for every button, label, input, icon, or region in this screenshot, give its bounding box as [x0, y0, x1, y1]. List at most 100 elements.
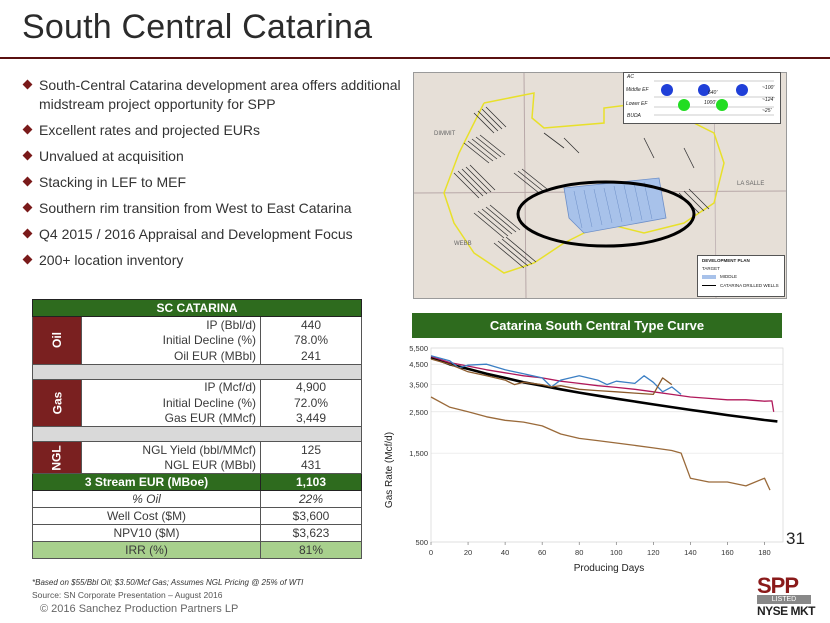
- x-tick-label: 100: [610, 548, 623, 557]
- type-curve-chart: 500 1,500 2,500 3,500 4,500 5,500 0 20 40 60 80 100…: [378, 340, 788, 581]
- economics-table: SC CATARINA Oil IP (Bbl/d) 440 Initial D…: [32, 299, 362, 559]
- bullet-item: Stacking in LEF to MEF: [22, 173, 414, 192]
- spp-logo: SPP LISTED NYSE MKT: [757, 573, 827, 621]
- blue-well-dot: [661, 84, 673, 96]
- inset-label-buda: BUDA: [627, 113, 641, 119]
- inset-label-middle-ef: Middle EF: [626, 87, 649, 93]
- inset-spacing-1: 640': [708, 90, 718, 96]
- development-plan-area: [563, 177, 667, 234]
- well-cost-label: Well Cost ($M): [32, 507, 261, 525]
- y-axis-label: Gas Rate (Mcf/d): [384, 432, 395, 508]
- plot-area: [430, 347, 784, 543]
- footnote: *Based on $55/Bbl Oil; $3.50/Mcf Gas; As…: [32, 578, 304, 587]
- inset-depth-2: ~124': [762, 97, 775, 103]
- table-row-label: IP (Mcf/d): [81, 378, 261, 395]
- x-tick-label: 120: [647, 548, 660, 557]
- well-cost-value: $3,600: [260, 507, 362, 525]
- y-tick-label: 5,500: [409, 344, 428, 353]
- legend-swatch-drilled: [702, 285, 716, 286]
- x-tick-label: 140: [684, 548, 697, 557]
- stacking-inset: AC Middle EF Lower EF BUDA ~100' ~124' ~…: [623, 72, 781, 124]
- x-tick-label: 40: [501, 548, 509, 557]
- table-row-value: 440: [260, 316, 362, 333]
- y-tick-label: 3,500: [409, 381, 428, 390]
- table-row-label: Oil EUR (MBbl): [81, 348, 261, 365]
- pct-oil-value: 22%: [260, 490, 362, 508]
- diamond-bullet-icon: [22, 150, 33, 161]
- green-well-dot: [716, 99, 728, 111]
- table-title: SC CATARINA: [32, 299, 362, 317]
- irr-value: 81%: [260, 541, 362, 559]
- y-tick-label: 4,500: [409, 360, 428, 369]
- x-tick-label: 20: [464, 548, 472, 557]
- series-line-type-curve: [430, 356, 778, 423]
- gas-group-label: Gas: [32, 378, 82, 427]
- title-divider: [0, 57, 830, 59]
- table-row-label: IP (Bbl/d): [81, 316, 261, 333]
- pct-oil-label: % Oil: [32, 490, 261, 508]
- x-tick-label: 180: [758, 548, 771, 557]
- table-row-value: 78.0%: [260, 332, 362, 348]
- blue-well-dot: [698, 84, 710, 96]
- series-line-well-b: [430, 355, 682, 395]
- diamond-bullet-icon: [22, 254, 33, 265]
- planned-wells: [573, 181, 653, 229]
- table-row-label: NGL Yield (bbl/MMcf): [81, 441, 261, 458]
- logo-spp: SPP: [757, 573, 799, 598]
- green-well-dot: [678, 99, 690, 111]
- table-row-value: 241: [260, 348, 362, 365]
- table-row-value: 125: [260, 441, 362, 458]
- map-drawing: [414, 73, 786, 298]
- table-row-label: Initial Decline (%): [81, 332, 261, 348]
- x-tick-label: 80: [575, 548, 583, 557]
- series-line-well-a: [430, 355, 775, 412]
- table-spacer: [32, 363, 362, 380]
- y-tick-label: 1,500: [409, 449, 428, 458]
- bullet-item: Southern rim transition from West to Eas…: [22, 199, 414, 218]
- inset-depth-3: ~25': [762, 108, 772, 114]
- legend-middle: MIDDLE: [720, 274, 738, 279]
- irr-label: IRR (%): [32, 541, 261, 559]
- diamond-bullet-icon: [22, 176, 33, 187]
- bullet-item: Q4 2015 / 2016 Appraisal and Development…: [22, 225, 414, 244]
- inset-label-ac: AC: [627, 74, 634, 80]
- diamond-bullet-icon: [22, 124, 33, 135]
- table-row-label: Initial Decline (%): [81, 395, 261, 411]
- series-line-well-c: [430, 358, 673, 396]
- ngl-group-label: NGL: [32, 441, 82, 474]
- x-tick-label: 0: [429, 548, 433, 557]
- x-tick-label: 60: [538, 548, 546, 557]
- page-number: 31: [786, 529, 805, 548]
- oil-group-label: Oil: [32, 316, 82, 365]
- table-row-value: 431: [260, 457, 362, 474]
- series-line-well-d: [430, 396, 771, 491]
- chart-title: Catarina South Central Type Curve: [412, 313, 782, 338]
- label-webb: WEBB: [454, 241, 472, 247]
- diamond-bullet-icon: [22, 202, 33, 213]
- inset-label-lower-ef: Lower EF: [626, 101, 648, 107]
- copyright: © 2016 Sanchez Production Partners LP: [40, 603, 239, 615]
- diamond-bullet-icon: [22, 79, 33, 90]
- logo-nyse: NYSE MKT: [757, 604, 816, 618]
- legend-target: TARGET: [702, 266, 720, 271]
- legend-drilled: CATARINA DRILLED WELLS: [720, 283, 779, 288]
- table-row-value: 4,900: [260, 378, 362, 395]
- x-tick-label: 160: [721, 548, 734, 557]
- label-dimmit: DIMMIT: [434, 131, 456, 137]
- table-row-value: 72.0%: [260, 395, 362, 411]
- eur-value: 1,103: [260, 473, 362, 491]
- logo-listed: LISTED: [757, 595, 811, 604]
- inset-depth-1: ~100': [762, 85, 775, 91]
- bullet-list: South-Central Catarina development area …: [22, 76, 414, 277]
- table-row-label: NGL EUR (MBbl): [81, 457, 261, 474]
- stacking-diagram: [654, 80, 774, 116]
- table-row-value: 3,449: [260, 410, 362, 427]
- legend-title: DEVELOPMENT PLAN: [702, 258, 750, 263]
- slide-title: South Central Catarina: [22, 8, 373, 46]
- y-tick-label: 500: [415, 538, 428, 547]
- bullet-item: South-Central Catarina development area …: [22, 76, 414, 114]
- focus-ellipse: [516, 180, 696, 248]
- bullet-item: Unvalued at acquisition: [22, 147, 414, 166]
- county-line: [523, 73, 527, 298]
- y-tick-label: 2,500: [409, 408, 428, 417]
